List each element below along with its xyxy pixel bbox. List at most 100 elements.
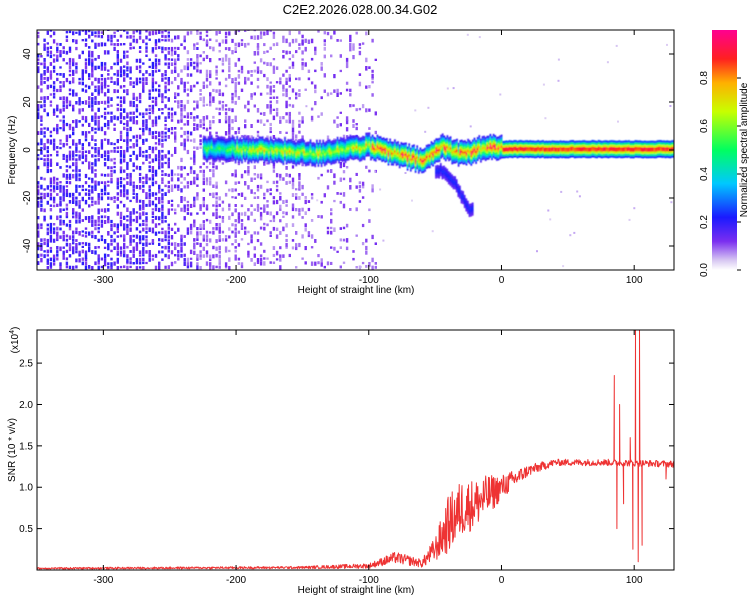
heatmap-cell xyxy=(357,142,360,145)
heatmap-cell xyxy=(46,112,49,117)
heatmap-cell xyxy=(387,150,390,153)
heatmap-cell xyxy=(212,165,215,169)
heatmap-cell xyxy=(544,117,547,120)
heatmap-cell xyxy=(97,200,100,205)
heatmap-cell xyxy=(138,96,142,100)
heatmap-cell xyxy=(406,161,409,165)
heatmap-cell xyxy=(325,147,328,150)
heatmap-cell xyxy=(161,177,164,182)
heatmap-cell xyxy=(202,197,205,201)
heatmap-cell xyxy=(527,144,530,148)
heatmap-cell xyxy=(266,137,269,141)
heatmap-cell xyxy=(161,73,164,77)
heatmap-cell xyxy=(456,151,458,154)
heatmap-cell xyxy=(430,156,433,159)
heatmap-cell xyxy=(374,58,377,61)
heatmap-cell xyxy=(151,230,155,234)
heatmap-cell xyxy=(537,140,540,143)
heatmap-cell xyxy=(220,151,223,154)
heatmap-cell xyxy=(284,145,286,148)
heatmap-cell xyxy=(429,150,431,154)
heatmap-cell xyxy=(443,144,446,147)
heatmap-cell xyxy=(413,150,415,154)
heatmap-cell xyxy=(52,189,56,193)
heatmap-cell xyxy=(81,30,84,32)
heatmap-cell xyxy=(291,165,295,169)
heatmap-cell xyxy=(209,181,212,186)
heatmap-cell xyxy=(174,100,177,103)
heatmap-cell xyxy=(476,150,479,153)
heatmap-cell xyxy=(505,155,508,158)
heatmap-cell xyxy=(288,111,291,117)
heatmap-cell xyxy=(484,152,487,155)
heatmap-cell xyxy=(296,155,299,158)
heatmap-cell xyxy=(349,136,352,140)
heatmap-cell xyxy=(148,185,151,189)
heatmap-cell xyxy=(193,138,196,143)
heatmap-cell xyxy=(322,150,325,153)
heatmap-cell xyxy=(217,144,219,147)
heatmap-cell xyxy=(285,157,288,161)
heatmap-cell xyxy=(606,61,609,64)
heatmap-cell xyxy=(210,154,213,157)
heatmap-cell xyxy=(457,147,460,150)
heatmap-cell xyxy=(357,155,360,158)
heatmap-cell xyxy=(370,158,372,161)
heatmap-cell xyxy=(161,149,164,153)
heatmap-cell xyxy=(379,147,382,150)
heatmap-cell xyxy=(59,54,62,58)
heatmap-cell xyxy=(52,254,56,259)
heatmap-cell xyxy=(43,96,46,100)
heatmap-cell xyxy=(202,122,205,126)
heatmap-cell xyxy=(212,212,215,217)
heatmap-cell xyxy=(371,151,374,155)
heatmap-cell xyxy=(515,155,517,158)
heatmap-cell xyxy=(269,188,272,191)
heatmap-cell xyxy=(435,151,438,154)
heatmap-cell xyxy=(49,184,53,188)
heatmap-cell xyxy=(230,154,232,158)
heatmap-cell xyxy=(247,77,250,81)
heatmap-cell xyxy=(244,43,247,48)
heatmap-cell xyxy=(193,61,196,65)
heatmap-cell xyxy=(368,134,371,137)
heatmap-cell xyxy=(409,147,412,150)
heatmap-cell xyxy=(65,223,69,227)
heatmap-cell xyxy=(215,150,218,153)
heatmap-cell xyxy=(220,157,223,161)
heatmap-cell xyxy=(250,74,253,77)
heatmap-cell xyxy=(250,160,253,164)
heatmap-cell xyxy=(542,140,544,143)
heatmap-cell xyxy=(154,42,158,47)
heatmap-cell xyxy=(275,42,279,46)
heatmap-cell xyxy=(161,211,164,216)
heatmap-cell xyxy=(228,31,231,36)
heatmap-cell xyxy=(78,77,81,81)
heatmap-cell xyxy=(231,196,234,199)
heatmap-cell xyxy=(145,242,148,247)
heatmap-cell xyxy=(401,160,404,163)
heatmap-cell xyxy=(268,159,270,163)
heatmap-cell xyxy=(381,157,383,160)
heatmap-cell xyxy=(180,181,183,184)
heatmap-cell xyxy=(145,35,148,40)
heatmap-cell xyxy=(158,154,161,159)
heatmap-cell xyxy=(406,146,409,149)
heatmap-cell xyxy=(413,166,415,169)
heatmap-cell xyxy=(432,157,434,160)
heatmap-cell xyxy=(419,169,422,172)
heatmap-cell xyxy=(333,30,336,35)
heatmap-cell xyxy=(344,145,347,148)
heatmap-cell xyxy=(129,235,132,240)
heatmap-cell xyxy=(292,140,294,143)
heatmap-cell xyxy=(427,144,430,147)
heatmap-cell xyxy=(269,122,272,127)
heatmap-cell xyxy=(72,208,75,213)
heatmap-cell xyxy=(142,85,145,90)
heatmap-cell xyxy=(138,215,142,220)
heatmap-cell xyxy=(333,146,336,149)
heatmap-cell xyxy=(368,141,371,144)
heatmap-cell xyxy=(526,153,528,156)
heatmap-cell xyxy=(279,151,282,154)
heatmap-cell xyxy=(253,152,256,155)
